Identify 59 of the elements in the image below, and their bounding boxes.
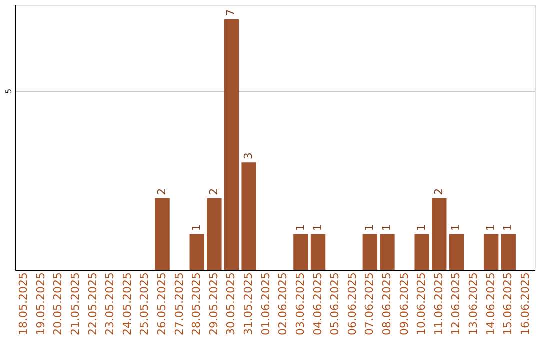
x-tick-label: 27.05.2025 <box>172 272 186 336</box>
x-tick-label: 18.05.2025 <box>17 272 30 336</box>
x-tick-label: 28.05.2025 <box>190 272 204 336</box>
x-tick-label: 30.05.2025 <box>224 272 238 336</box>
bar <box>449 234 464 270</box>
data-label: 1 <box>502 224 515 232</box>
data-label: 1 <box>190 224 204 232</box>
x-tick-label: 07.06.2025 <box>363 272 376 336</box>
bar <box>310 234 326 270</box>
x-tick-label: 31.05.2025 <box>242 272 256 336</box>
x-tick-label: 25.05.2025 <box>138 272 152 336</box>
data-label: 2 <box>432 188 446 196</box>
bar <box>362 234 378 270</box>
bar <box>501 234 516 270</box>
x-tick-label: 13.06.2025 <box>467 272 480 336</box>
bar <box>414 234 430 270</box>
bar <box>432 198 447 270</box>
data-label: 3 <box>242 152 256 160</box>
x-tick-label: 23.05.2025 <box>104 272 117 336</box>
bar <box>207 198 222 270</box>
data-label: 7 <box>224 9 238 16</box>
x-tick-label: 08.06.2025 <box>380 272 394 336</box>
x-tick-label: 03.06.2025 <box>294 272 307 336</box>
bar <box>380 234 395 270</box>
x-tick-label: 15.06.2025 <box>502 272 515 336</box>
x-tick-label: 16.06.2025 <box>518 272 532 336</box>
bar <box>484 234 499 270</box>
x-tick-label: 09.06.2025 <box>398 272 411 336</box>
x-tick-label: 19.05.2025 <box>34 272 48 336</box>
x-tick-label: 06.06.2025 <box>346 272 359 336</box>
bar <box>224 19 240 270</box>
data-label: 1 <box>484 224 498 232</box>
x-tick-label: 21.05.2025 <box>69 272 82 336</box>
bar <box>242 162 256 270</box>
bar <box>294 234 308 270</box>
data-label: 1 <box>415 224 428 232</box>
data-label: 1 <box>363 224 376 232</box>
x-tick-label: 24.05.2025 <box>120 272 134 336</box>
x-tick-label: 22.05.2025 <box>86 272 100 336</box>
data-label: 2 <box>207 188 220 196</box>
x-tick-label: 02.06.2025 <box>276 272 290 336</box>
data-label: 1 <box>450 224 463 232</box>
bar <box>155 198 170 270</box>
x-tick-label: 01.06.2025 <box>259 272 272 336</box>
x-tick-label: 05.06.2025 <box>328 272 342 336</box>
data-label: 1 <box>294 224 307 232</box>
x-tick-label: 11.06.2025 <box>432 272 446 336</box>
x-tick-label: 26.05.2025 <box>156 272 169 336</box>
data-label: 1 <box>311 224 324 232</box>
x-tick-label: 10.06.2025 <box>415 272 428 336</box>
data-label: 1 <box>380 224 394 232</box>
x-tick-label: 20.05.2025 <box>52 272 65 336</box>
x-tick-label: 12.06.2025 <box>450 272 463 336</box>
x-tick-label: 29.05.2025 <box>207 272 220 336</box>
data-label: 2 <box>156 188 169 196</box>
x-tick-label: 14.06.2025 <box>484 272 498 336</box>
x-tick-label: 04.06.2025 <box>311 272 324 336</box>
y-tick-label: 5 <box>4 88 14 94</box>
bar <box>190 234 204 270</box>
